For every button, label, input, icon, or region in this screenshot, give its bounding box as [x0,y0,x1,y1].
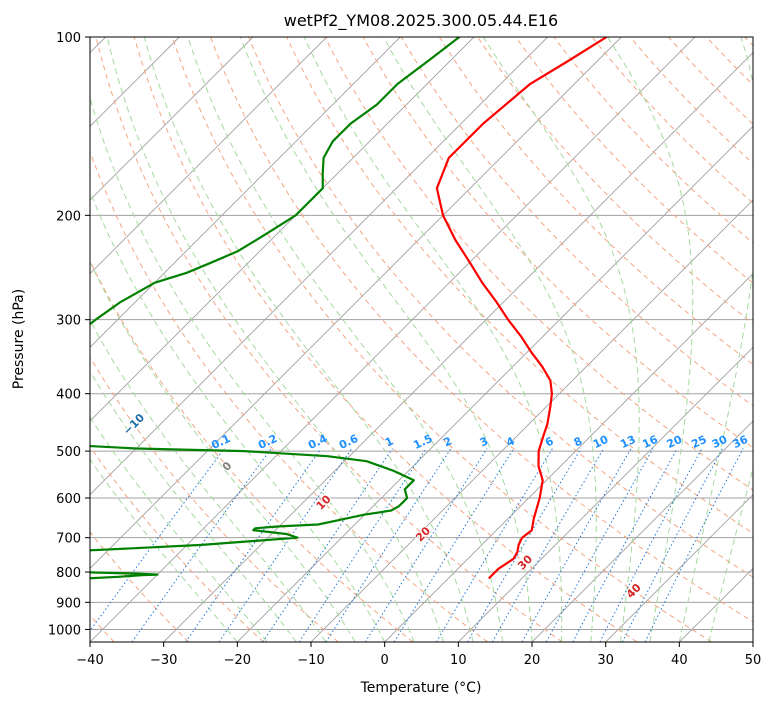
x-tick-label: −30 [150,653,177,668]
mixing-ratio-line [262,448,393,642]
y-tick-label: 700 [56,532,81,547]
moist-adiabat-line [383,37,597,642]
moist-adiabat-line [303,37,563,642]
dry-adiabat-line [90,150,488,642]
mixing-ratio-label: 16 [640,433,660,451]
dry-adiabat-lines [90,37,753,642]
mixing-ratio-line [467,448,582,642]
mixing-ratio-line [298,448,427,642]
isotherm-line [384,273,753,642]
x-tick-label: 0 [381,653,389,668]
dry-adiabat-line [133,37,638,642]
mixing-ratio-line [90,448,225,632]
y-tick-label: 500 [56,445,81,460]
moist-adiabat-line [607,37,694,642]
moist-adiabat-line [239,37,533,642]
moist-adiabat-line [106,37,445,642]
chart-title: wetPf2_YM08.2025.300.05.44.E16 [284,11,558,31]
mixing-ratio-line [364,448,488,642]
sounding-line [90,37,460,580]
plot-frame [89,36,754,643]
mixing-ratio-label: 10 [591,433,611,451]
mixing-ratio-label: 20 [665,433,685,451]
mixing-ratio-line [185,448,322,642]
moist-adiabat-line [90,458,238,642]
y-tick-label: 800 [56,566,81,581]
x-tick-label: 20 [524,653,541,668]
y-tick-label: 200 [56,209,81,224]
moist-adiabat-lines [90,37,753,642]
dry-adiabat-line [286,37,753,534]
mixing-ratio-line [218,448,353,642]
mixing-ratio-line [599,448,703,642]
isotherm-line [90,37,254,201]
moist-adiabat-line [708,466,753,642]
mixing-ratio-line [644,448,744,642]
x-tick-label: −10 [297,653,324,668]
dry-adiabat-line [90,356,339,642]
y-tick-label: 600 [56,492,81,507]
moist-adiabat-line [678,37,753,642]
moist-adiabat-line [90,96,415,642]
isotherm-line [90,37,622,569]
moist-adiabat-line [482,37,640,642]
y-axis: 100 200 300 400 500 600 700 800 900 1000 [48,31,90,638]
x-tick-label: 40 [671,653,688,668]
y-axis-label: Pressure (hPa) [11,289,27,389]
moist-adiabat-line [90,319,327,642]
x-tick-label: 30 [597,653,614,668]
mixing-ratio-line [325,448,452,642]
isotherm-line [531,420,753,642]
y-tick-label: 300 [56,314,81,329]
mixing-ratio-lines [90,448,744,642]
dry-adiabat-line [90,259,414,642]
mixing-ratio-line [491,448,605,642]
isotherm-line [90,37,696,642]
isotherm-line [237,125,753,642]
x-axis: −40 −30 −20 −10 0 10 20 30 40 50 [76,642,761,668]
mixing-ratio-label: 30 [710,433,730,451]
mixing-ratio-line [572,448,678,642]
isotherm-line [90,37,401,348]
isotherm-line [90,37,327,275]
sounding-series [90,37,608,580]
x-tick-label: 10 [450,653,467,668]
isotherm-line [90,37,475,422]
dry-adiabat-line [90,531,190,642]
x-tick-label: −20 [224,653,251,668]
y-tick-label: 400 [56,388,81,403]
moist-adiabat-line [90,260,356,642]
moist-adiabat-line [90,189,386,642]
dry-adiabat-line [438,37,753,366]
x-tick-label: −40 [76,653,103,668]
isotherm-line [90,37,548,496]
dry-adiabat-line [95,37,563,642]
sounding-line [435,37,608,580]
moist-adiabat-line [90,416,268,642]
y-tick-label: 900 [56,596,81,611]
isotherm-line [605,494,753,642]
moist-adiabat-line [143,37,474,642]
mixing-ratio-label: 13 [618,433,637,451]
mixing-ratio-line [621,448,723,642]
mixing-ratio-label: 36 [731,433,751,451]
mixing-ratio-line [131,448,272,642]
y-tick-label: 100 [56,31,81,46]
mixing-ratio-line [393,448,515,642]
moist-adiabat-line [90,370,297,642]
y-tick-label: 1000 [48,623,81,638]
x-axis-label: Temperature (°C) [360,680,482,696]
moist-adiabat-line [187,37,503,642]
dry-adiabat-line [324,37,753,491]
mixing-ratio-label: 25 [689,433,708,451]
x-tick-label: 50 [745,653,762,668]
